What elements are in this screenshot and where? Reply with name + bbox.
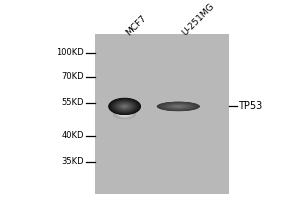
Ellipse shape	[119, 112, 130, 116]
Ellipse shape	[161, 103, 196, 110]
Ellipse shape	[112, 99, 138, 113]
Ellipse shape	[118, 111, 131, 117]
Ellipse shape	[114, 101, 136, 112]
Ellipse shape	[109, 98, 140, 115]
Text: MCF7: MCF7	[124, 14, 148, 38]
Ellipse shape	[112, 100, 137, 113]
Ellipse shape	[115, 102, 134, 111]
Ellipse shape	[160, 102, 196, 110]
Ellipse shape	[170, 105, 186, 108]
Ellipse shape	[123, 106, 126, 107]
Ellipse shape	[162, 103, 195, 110]
Ellipse shape	[118, 103, 131, 110]
Ellipse shape	[121, 104, 128, 108]
Ellipse shape	[123, 114, 126, 115]
Ellipse shape	[172, 105, 184, 108]
Ellipse shape	[167, 104, 190, 109]
Ellipse shape	[157, 102, 200, 111]
Ellipse shape	[167, 104, 189, 109]
Ellipse shape	[110, 99, 140, 114]
Ellipse shape	[112, 100, 137, 113]
Ellipse shape	[122, 113, 128, 116]
Ellipse shape	[111, 99, 138, 114]
Ellipse shape	[115, 101, 134, 112]
Text: 40KD: 40KD	[61, 131, 84, 140]
Ellipse shape	[120, 104, 129, 109]
Ellipse shape	[160, 102, 197, 111]
Ellipse shape	[110, 99, 139, 114]
Ellipse shape	[124, 114, 125, 115]
Ellipse shape	[116, 111, 133, 118]
Ellipse shape	[163, 103, 194, 110]
Ellipse shape	[158, 102, 199, 111]
Ellipse shape	[116, 102, 133, 111]
Ellipse shape	[164, 103, 193, 110]
Ellipse shape	[124, 106, 126, 107]
Text: TP53: TP53	[238, 101, 262, 111]
Ellipse shape	[108, 98, 141, 115]
Ellipse shape	[118, 112, 131, 117]
Ellipse shape	[174, 105, 183, 107]
Ellipse shape	[121, 113, 128, 116]
Ellipse shape	[172, 105, 185, 108]
Ellipse shape	[163, 103, 194, 110]
Ellipse shape	[117, 111, 132, 117]
Ellipse shape	[122, 105, 128, 108]
Ellipse shape	[176, 106, 181, 107]
Ellipse shape	[118, 103, 132, 110]
Ellipse shape	[113, 100, 136, 113]
Ellipse shape	[177, 106, 180, 107]
Ellipse shape	[122, 113, 127, 115]
Ellipse shape	[168, 104, 188, 109]
Ellipse shape	[120, 104, 130, 109]
Ellipse shape	[165, 104, 191, 109]
Ellipse shape	[121, 105, 128, 108]
Text: 100KD: 100KD	[56, 48, 84, 57]
Text: 55KD: 55KD	[61, 98, 84, 107]
Text: 70KD: 70KD	[61, 72, 84, 81]
Ellipse shape	[122, 105, 127, 108]
Ellipse shape	[171, 105, 186, 108]
Ellipse shape	[114, 101, 135, 112]
Ellipse shape	[169, 104, 188, 109]
Ellipse shape	[116, 110, 134, 118]
Ellipse shape	[178, 106, 179, 107]
Ellipse shape	[170, 105, 187, 108]
Ellipse shape	[166, 104, 190, 109]
Ellipse shape	[173, 105, 183, 108]
Ellipse shape	[175, 106, 182, 107]
Ellipse shape	[158, 102, 199, 111]
Ellipse shape	[114, 110, 135, 119]
Ellipse shape	[113, 109, 136, 119]
Ellipse shape	[117, 102, 132, 110]
Ellipse shape	[115, 110, 135, 118]
Ellipse shape	[124, 106, 125, 107]
Ellipse shape	[120, 112, 129, 116]
Ellipse shape	[119, 104, 130, 109]
Text: U-251MG: U-251MG	[180, 2, 216, 38]
Ellipse shape	[116, 102, 134, 111]
Ellipse shape	[176, 106, 181, 107]
Text: 35KD: 35KD	[61, 157, 84, 166]
Ellipse shape	[118, 103, 130, 110]
Bar	[95, 34, 229, 194]
Ellipse shape	[165, 103, 192, 109]
Ellipse shape	[159, 102, 198, 111]
Ellipse shape	[109, 98, 140, 115]
